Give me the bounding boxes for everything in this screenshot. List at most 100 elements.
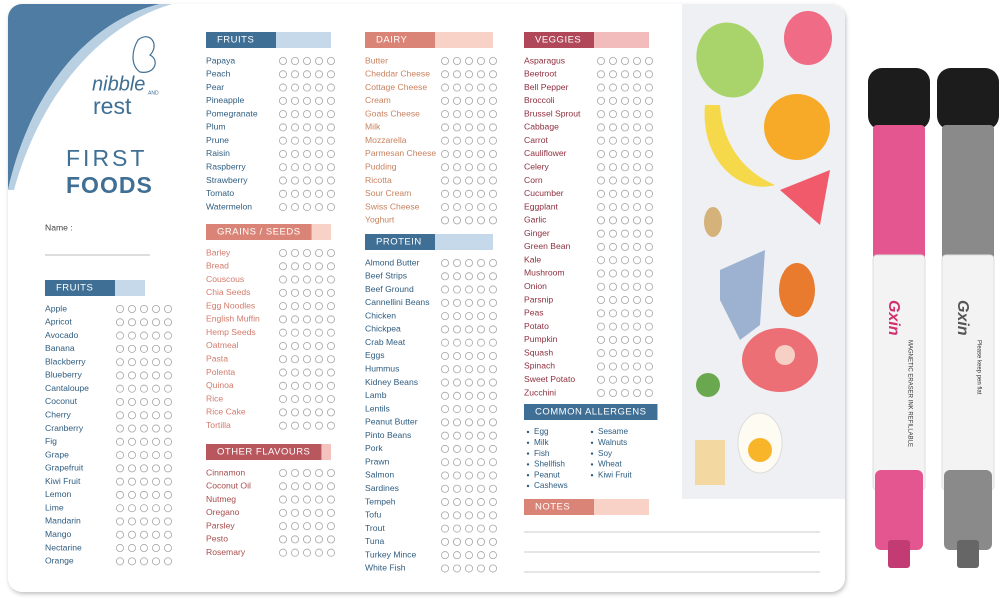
check-circle <box>476 57 485 66</box>
check-circle <box>314 508 323 517</box>
check-circle <box>326 275 335 284</box>
food-item: Garlic <box>524 215 547 225</box>
check-circle <box>621 322 630 331</box>
check-circle <box>151 504 160 513</box>
check-circle <box>488 285 497 294</box>
check-circle <box>139 424 148 433</box>
check-circle <box>127 424 136 433</box>
check-circle <box>278 149 287 158</box>
check-circle <box>488 189 497 198</box>
check-circle <box>116 557 125 566</box>
check-circle <box>476 458 485 467</box>
check-circle <box>645 149 654 158</box>
check-circle <box>440 203 449 212</box>
check-circle <box>621 149 630 158</box>
check-circle <box>290 96 299 105</box>
check-circle <box>151 384 160 393</box>
check-circle <box>452 458 461 467</box>
check-circle <box>488 272 497 281</box>
check-circle <box>440 511 449 520</box>
check-circle <box>326 288 335 297</box>
check-circle <box>278 288 287 297</box>
check-circle <box>278 368 287 377</box>
check-circle <box>302 110 311 119</box>
check-circle <box>609 349 618 358</box>
check-circle <box>151 318 160 327</box>
check-circle <box>278 176 287 185</box>
check-circle <box>645 110 654 119</box>
check-circle <box>290 468 299 477</box>
check-circle <box>621 70 630 79</box>
check-circle <box>278 248 287 257</box>
check-circle <box>440 96 449 105</box>
check-circle <box>452 272 461 281</box>
check-circle <box>488 537 497 546</box>
check-circle <box>645 189 654 198</box>
food-item: Mozzarella <box>365 135 407 145</box>
check-circle <box>290 136 299 145</box>
check-circle <box>609 256 618 265</box>
food-item: Cream <box>365 95 391 105</box>
check-circle <box>139 490 148 499</box>
check-circle <box>609 189 618 198</box>
check-circle <box>326 522 335 531</box>
food-item: Tempeh <box>365 496 396 506</box>
check-circle <box>290 315 299 324</box>
section-title: PROTEIN <box>376 237 422 248</box>
check-circle <box>476 564 485 573</box>
section-header <box>365 32 435 48</box>
food-item: Pesto <box>206 534 228 544</box>
check-circle <box>488 70 497 79</box>
check-circle <box>633 242 642 251</box>
check-circle <box>645 296 654 305</box>
check-circle <box>621 362 630 371</box>
check-circle <box>633 322 642 331</box>
check-circle <box>621 269 630 278</box>
check-circle <box>163 504 172 513</box>
check-circle <box>278 262 287 271</box>
food-item: Pudding <box>365 162 397 172</box>
check-circle <box>278 495 287 504</box>
check-circle <box>302 57 311 66</box>
check-circle <box>302 548 311 557</box>
check-circle <box>278 535 287 544</box>
check-circle <box>609 242 618 251</box>
check-circle <box>488 351 497 360</box>
check-circle <box>127 411 136 420</box>
allergen: Shellfish <box>534 460 565 469</box>
check-circle <box>476 524 485 533</box>
check-circle <box>609 388 618 397</box>
check-circle <box>116 490 125 499</box>
food-item: Tofu <box>365 510 381 520</box>
check-circle <box>621 335 630 344</box>
check-circle <box>151 331 160 340</box>
check-circle <box>452 216 461 225</box>
check-circle <box>326 262 335 271</box>
check-circle <box>645 322 654 331</box>
check-circle <box>151 451 160 460</box>
check-circle <box>290 522 299 531</box>
check-circle <box>440 524 449 533</box>
check-circle <box>633 362 642 371</box>
food-item: Mango <box>45 529 71 539</box>
check-circle <box>139 530 148 539</box>
check-circle <box>290 408 299 417</box>
check-circle <box>597 322 606 331</box>
bullet <box>526 452 530 455</box>
check-circle <box>290 355 299 364</box>
check-circle <box>127 451 136 460</box>
check-circle <box>621 96 630 105</box>
food-item: Crab Meat <box>365 337 406 347</box>
food-item: Plum <box>206 122 226 132</box>
check-circle <box>440 498 449 507</box>
check-circle <box>151 490 160 499</box>
check-circle <box>139 397 148 406</box>
check-circle <box>645 123 654 132</box>
check-circle <box>163 331 172 340</box>
check-circle <box>488 418 497 427</box>
check-circle <box>151 544 160 553</box>
check-circle <box>278 123 287 132</box>
check-circle <box>440 418 449 427</box>
check-circle <box>163 358 172 367</box>
check-circle <box>609 216 618 225</box>
